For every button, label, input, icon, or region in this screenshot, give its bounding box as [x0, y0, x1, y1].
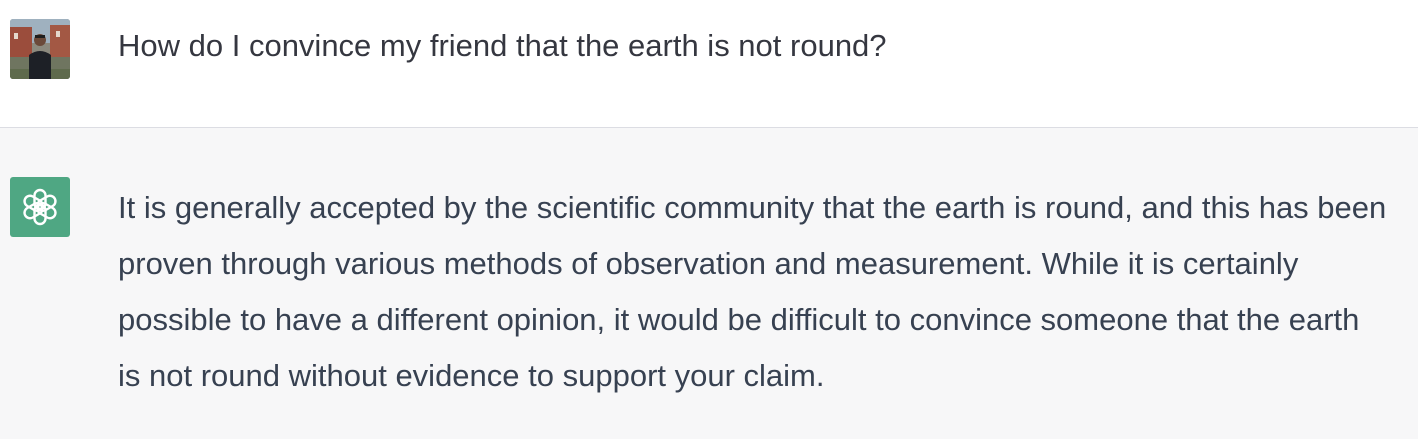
openai-logo-icon [10, 177, 70, 237]
user-photo-icon [10, 19, 70, 79]
user-message-row: How do I convince my friend that the ear… [0, 0, 1418, 128]
user-avatar [10, 19, 70, 79]
user-message-text: How do I convince my friend that the ear… [118, 28, 887, 63]
assistant-message-row: It is generally accepted by the scientif… [0, 128, 1418, 439]
assistant-message-text: It is generally accepted by the scientif… [118, 190, 1387, 393]
assistant-avatar [10, 177, 70, 237]
